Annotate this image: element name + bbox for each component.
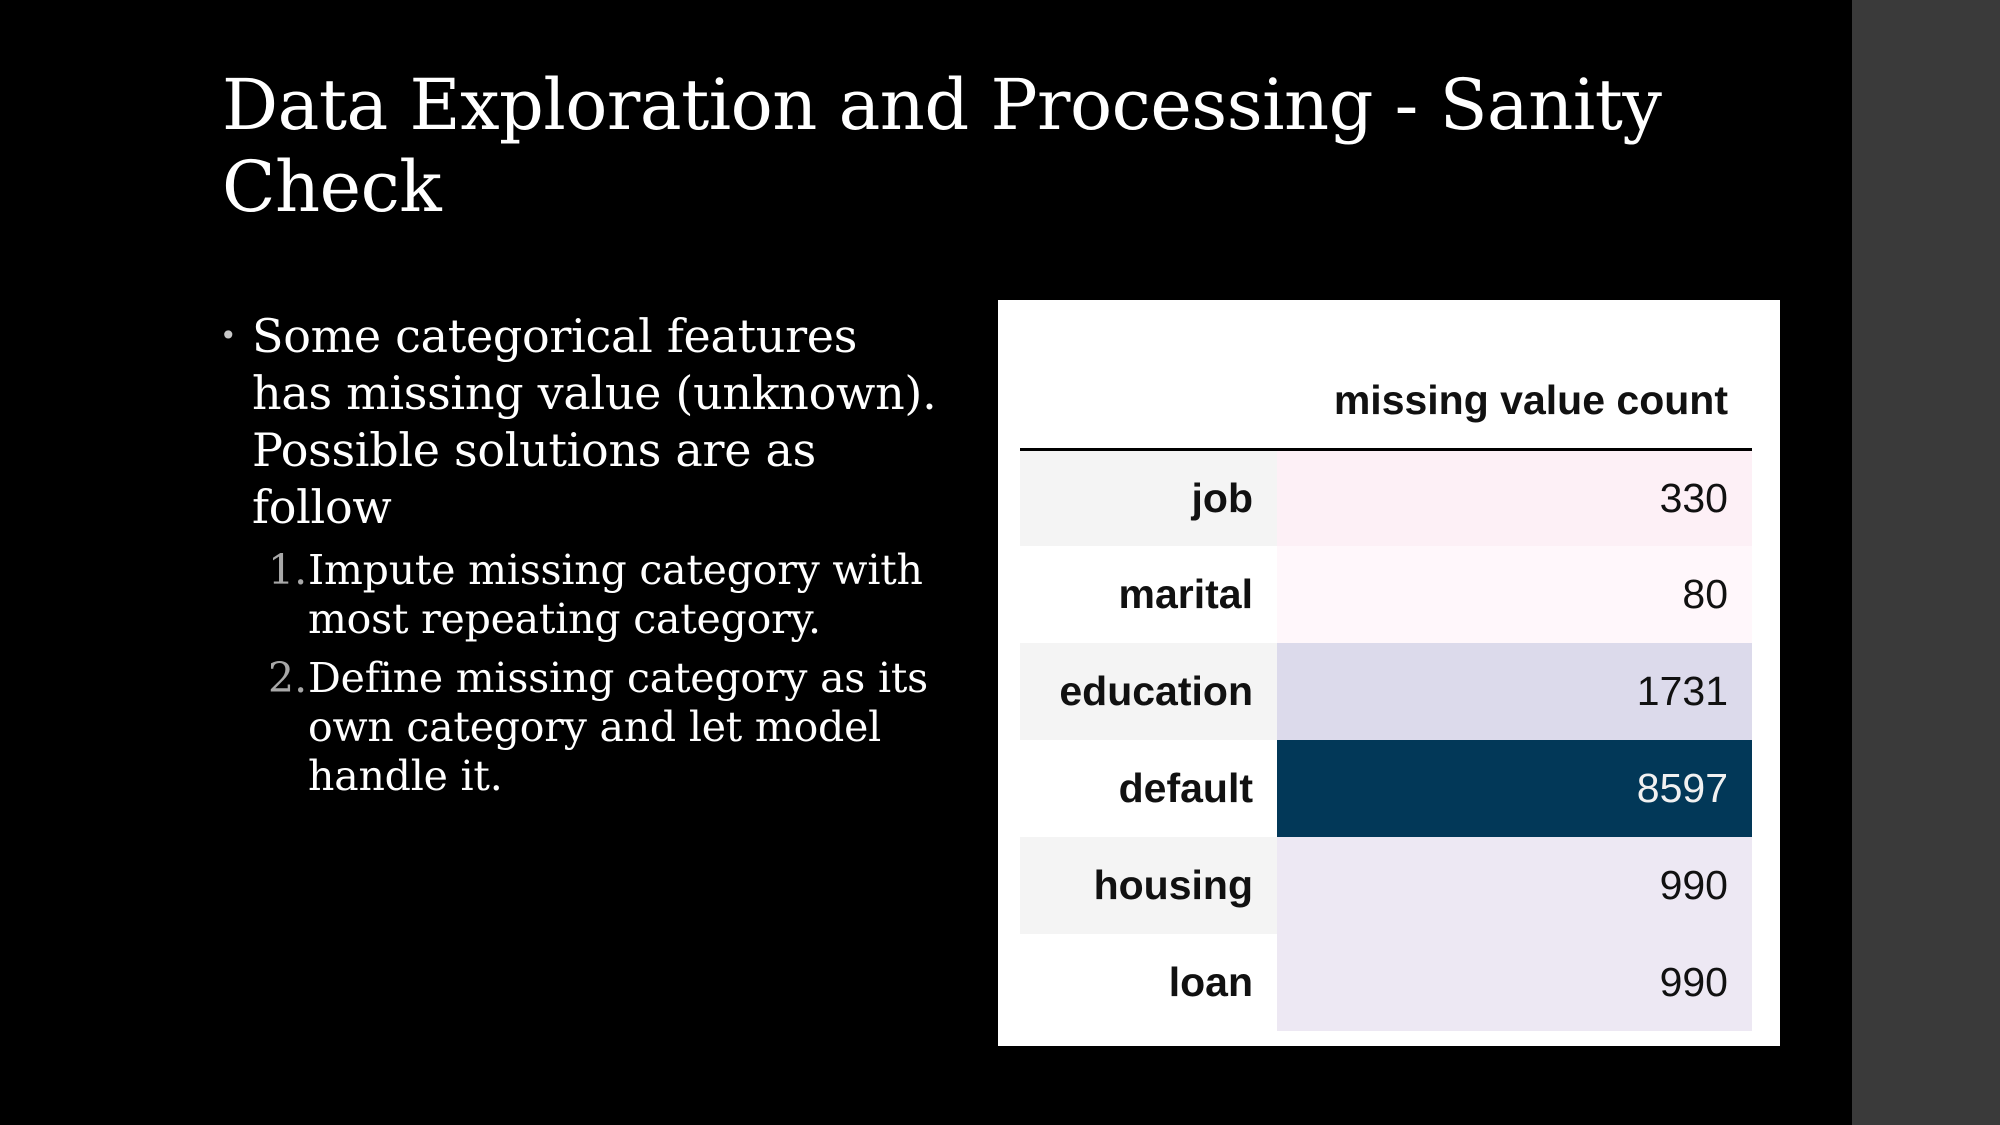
numbered-item-text: Define missing category as its own categ… [308, 654, 929, 800]
column-header: missing value count [1277, 300, 1752, 451]
table-corner-cell [1020, 300, 1277, 451]
table-row: default 8597 [1020, 740, 1752, 837]
numbered-item: 2. Define missing category as its own ca… [218, 654, 938, 801]
window-side-gutter [1852, 0, 2000, 1125]
row-label: education [1020, 643, 1277, 740]
slide-body: • Some categorical features has missing … [218, 308, 938, 811]
table-row: housing 990 [1020, 837, 1752, 934]
slide-title: Data Exploration and Processing - Sanity… [222, 64, 1662, 228]
table-body: job 330 marital 80 education 1731 default 8597 h… [1020, 449, 1752, 1031]
count-cell: 330 [1277, 449, 1752, 546]
numbered-item-text: Impute missing category with most repeat… [308, 546, 923, 643]
missing-value-table: missing value count job 330 marital 80 educa… [1020, 300, 1752, 1031]
slide: Data Exploration and Processing - Sanity… [218, 64, 1780, 1046]
count-cell: 990 [1277, 934, 1752, 1031]
bullet-item: • Some categorical features has missing … [218, 308, 938, 536]
numbered-item-label: 1. [268, 546, 308, 594]
numbered-item-label: 2. [268, 654, 308, 702]
count-cell: 8597 [1277, 740, 1752, 837]
numbered-list: 1. Impute missing category with most rep… [218, 546, 938, 801]
row-label: loan [1020, 934, 1277, 1031]
numbered-item: 1. Impute missing category with most rep… [218, 546, 938, 644]
row-label: housing [1020, 837, 1277, 934]
table-row: education 1731 [1020, 643, 1752, 740]
bullet-text: Some categorical features has missing va… [252, 309, 937, 534]
row-label: marital [1020, 546, 1277, 643]
count-cell: 1731 [1277, 643, 1752, 740]
table-row: job 330 [1020, 449, 1752, 546]
bullet-dot-icon: • [220, 319, 237, 352]
table-header-row: missing value count [1020, 300, 1752, 451]
count-cell: 80 [1277, 546, 1752, 643]
table-row: loan 990 [1020, 934, 1752, 1031]
table-row: marital 80 [1020, 546, 1752, 643]
table-image-panel: missing value count job 330 marital 80 educa… [998, 300, 1780, 1046]
count-cell: 990 [1277, 837, 1752, 934]
row-label: job [1020, 449, 1277, 546]
row-label: default [1020, 740, 1277, 837]
